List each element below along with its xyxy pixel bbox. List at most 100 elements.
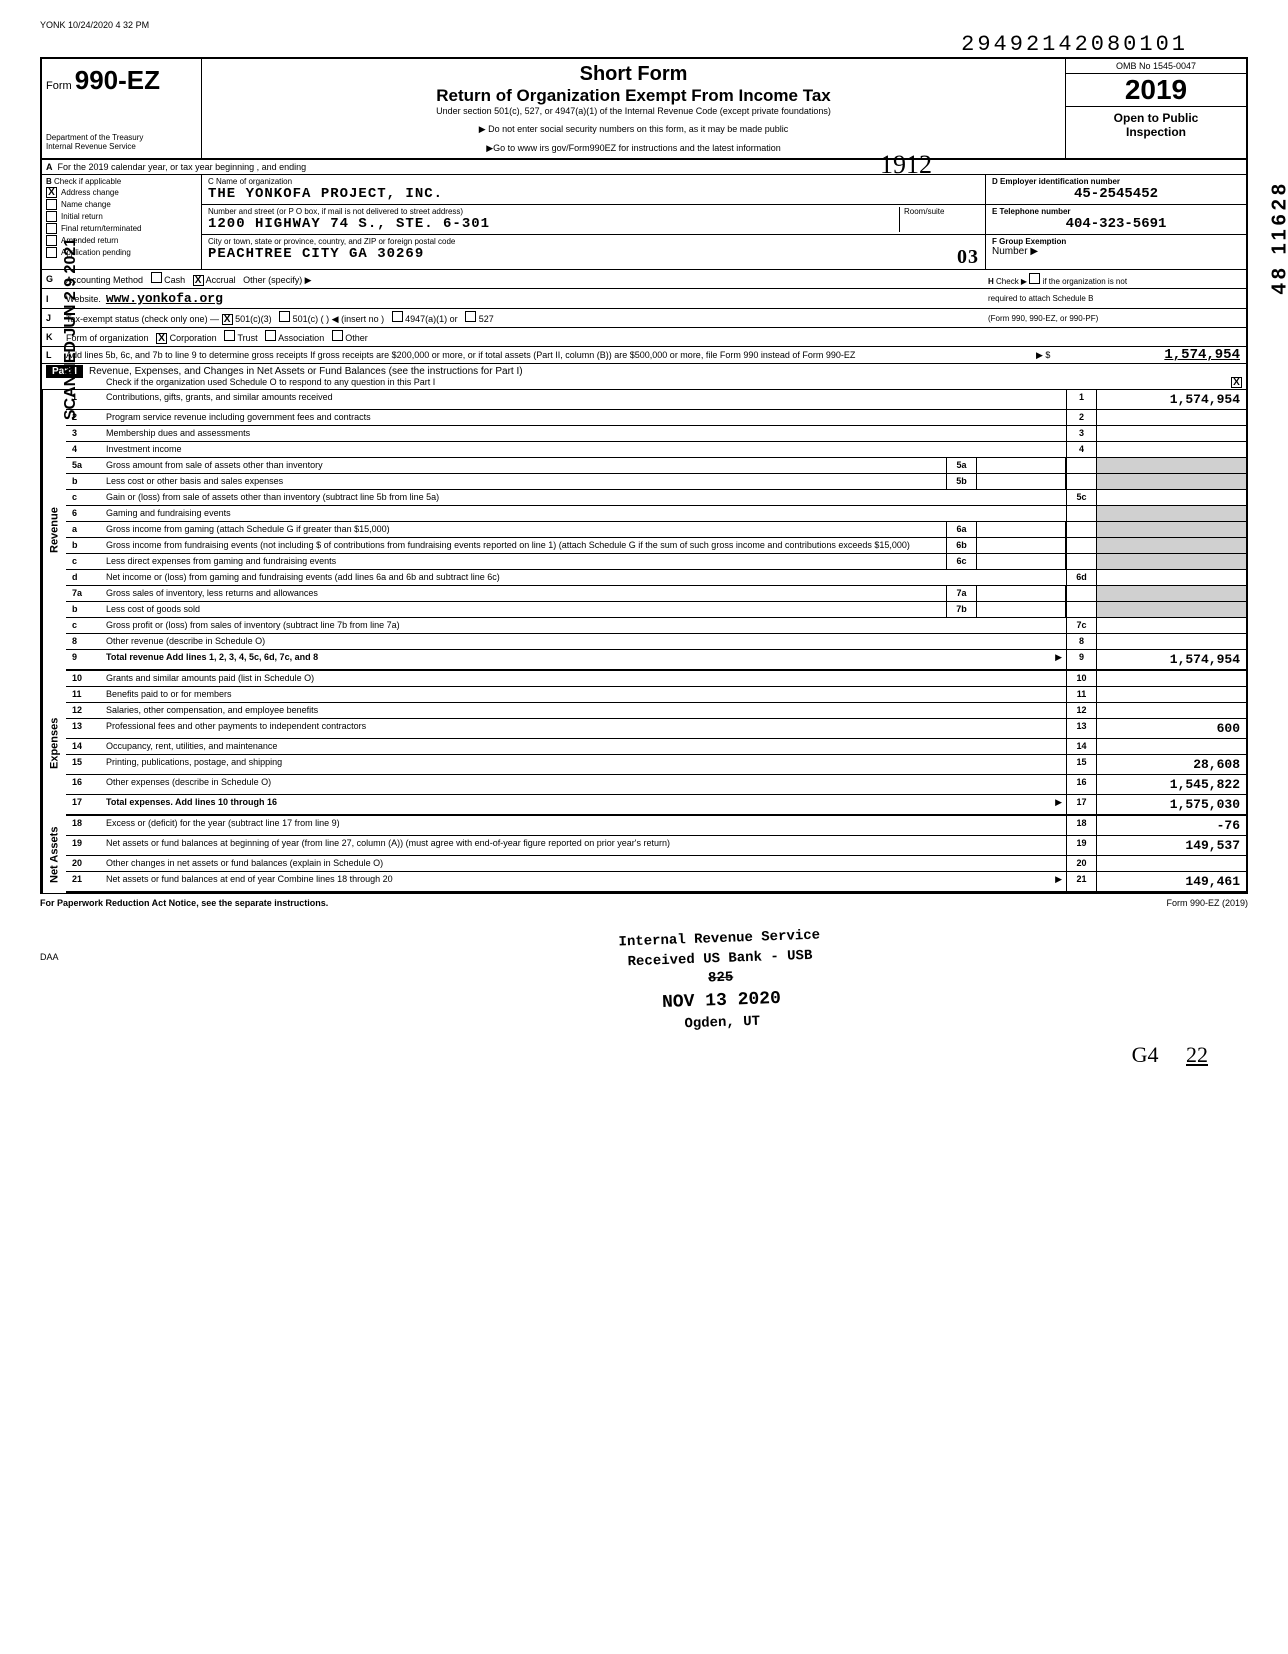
group-number: Number ▶ (992, 246, 1240, 257)
checkbox-trust[interactable] (224, 330, 235, 341)
dln: 29492142080101 (40, 32, 1248, 57)
footer: For Paperwork Reduction Act Notice, see … (40, 893, 1248, 912)
part-i-sub: Check if the organization used Schedule … (106, 377, 435, 387)
checkbox-final-return[interactable] (46, 223, 57, 234)
handwritten-03: 03 (957, 246, 979, 269)
line-3-val (1096, 426, 1246, 441)
part-i-table: Revenue 1Contributions, gifts, grants, a… (40, 390, 1248, 893)
line-7b-desc: Less cost of goods sold (102, 602, 946, 617)
handwritten-page: 22 (1186, 1042, 1208, 1067)
line-2-desc: Program service revenue including govern… (102, 410, 1066, 425)
label-501c3: 501(c)(3) (235, 314, 272, 324)
label-assoc: Association (278, 333, 324, 343)
dept-treasury: Department of the Treasury (46, 133, 197, 143)
line-9-desc: Total revenue Add lines 1, 2, 3, 4, 5c, … (106, 652, 318, 662)
line-18-val: -76 (1096, 816, 1246, 835)
section-revenue: Revenue (42, 390, 66, 671)
part-i-title: Revenue, Expenses, and Changes in Net As… (89, 366, 523, 377)
line-18-desc: Excess or (deficit) for the year (subtra… (102, 816, 1066, 835)
label-initial-return: Initial return (61, 212, 103, 221)
room-label: Room/suite (904, 207, 979, 216)
line-3-desc: Membership dues and assessments (102, 426, 1066, 441)
name-label: C Name of organization (208, 177, 979, 186)
line-13-desc: Professional fees and other payments to … (102, 719, 1066, 738)
line-19-val: 149,537 (1096, 836, 1246, 855)
line-6b-desc: Gross income from fundraising events (no… (102, 538, 946, 553)
checkbox-schedule-o[interactable]: X (1231, 377, 1242, 388)
checkbox-accrual[interactable]: X (193, 275, 204, 286)
label-4947: 4947(a)(1) or (405, 314, 458, 324)
checkbox-527[interactable] (465, 311, 476, 322)
line-5b-desc: Less cost or other basis and sales expen… (102, 474, 946, 489)
row-l-text: Add lines 5b, 6c, and 7b to line 9 to de… (62, 348, 1036, 362)
line-14-desc: Occupancy, rent, utilities, and maintena… (102, 739, 1066, 754)
scanned-stamp: SCANNED JUN 2 9 2021 (10, 280, 132, 378)
checkbox-address-change[interactable]: X (46, 187, 57, 198)
line-21-desc: Net assets or fund balances at end of ye… (106, 874, 393, 884)
line-15-desc: Printing, publications, postage, and shi… (102, 755, 1066, 774)
checkbox-other-org[interactable] (332, 330, 343, 341)
label-other-org: Other (345, 333, 368, 343)
line-12-desc: Salaries, other compensation, and employ… (102, 703, 1066, 718)
checkbox-initial-return[interactable] (46, 211, 57, 222)
row-k: K Form of organization X Corporation Tru… (40, 328, 1248, 347)
line-12-val (1096, 703, 1246, 718)
paperwork-notice: For Paperwork Reduction Act Notice, see … (40, 898, 328, 908)
city-label: City or town, state or province, country… (208, 237, 979, 246)
row-l: L Add lines 5b, 6c, and 7b to line 9 to … (40, 347, 1248, 364)
label-address-change: Address change (61, 188, 119, 197)
line-a: A For the 2019 calendar year, or tax yea… (40, 160, 1248, 175)
line-6d-desc: Net income or (loss) from gaming and fun… (102, 570, 1066, 585)
gross-receipts: 1,574,954 (1066, 347, 1246, 363)
line-20-desc: Other changes in net assets or fund bala… (102, 856, 1066, 871)
checkbox-pending[interactable] (46, 247, 57, 258)
line-5c-val (1096, 490, 1246, 505)
checkbox-amended[interactable] (46, 235, 57, 246)
line-13-val: 600 (1096, 719, 1246, 738)
handwritten-1912: 1912 (880, 150, 932, 180)
line-20-val (1096, 856, 1246, 871)
line-11-val (1096, 687, 1246, 702)
street: 1200 HIGHWAY 74 S., STE. 6-301 (208, 216, 899, 232)
title-return: Return of Organization Exempt From Incom… (210, 86, 1057, 106)
line-11-desc: Benefits paid to or for members (102, 687, 1066, 702)
handwritten-g4: G4 (1132, 1042, 1159, 1067)
checkbox-501c3[interactable]: X (222, 314, 233, 325)
line-6d-val (1096, 570, 1246, 585)
line-8-val (1096, 634, 1246, 649)
label-cash: Cash (164, 275, 185, 285)
street-label: Number and street (or P O box, if mail i… (208, 207, 899, 216)
checkbox-501c[interactable] (279, 311, 290, 322)
form-id-footer: Form 990-EZ (2019) (1166, 898, 1248, 908)
ein-label: D Employer identification number (992, 177, 1240, 186)
warn-ssn: ▶ Do not enter social security numbers o… (210, 124, 1057, 135)
label-name-change: Name change (61, 200, 111, 209)
org-name: THE YONKOFA PROJECT, INC. (208, 186, 979, 202)
label-trust: Trust (237, 333, 257, 343)
checkbox-schedule-b[interactable] (1029, 273, 1040, 284)
line-10-desc: Grants and similar amounts paid (list in… (102, 671, 1066, 686)
line-17-val: 1,575,030 (1096, 795, 1246, 814)
line-10-val (1096, 671, 1246, 686)
group-label: F Group Exemption (992, 237, 1240, 246)
side-code: 48 11628 (1268, 180, 1288, 294)
checkbox-corp[interactable]: X (156, 333, 167, 344)
row-h-text3: (Form 990, 990-EZ, or 990-PF) (986, 312, 1246, 325)
title-short-form: Short Form (210, 63, 1057, 86)
section-net-assets: Net Assets (42, 816, 66, 893)
row-j: J Tax-exempt status (check only one) — X… (40, 309, 1248, 328)
label-accrual: Accrual (206, 275, 236, 285)
identity-block: B Check if applicable XAddress change Na… (40, 175, 1248, 270)
line-2-val (1096, 410, 1246, 425)
checkbox-cash[interactable] (151, 272, 162, 283)
irs-received-stamp: Internal Revenue Service Received US Ban… (618, 927, 823, 1038)
checkbox-name-change[interactable] (46, 199, 57, 210)
checkbox-assoc[interactable] (265, 330, 276, 341)
line-1-desc: Contributions, gifts, grants, and simila… (102, 390, 1066, 409)
label-527: 527 (479, 314, 494, 324)
line-8-desc: Other revenue (describe in Schedule O) (102, 634, 1066, 649)
row-g-h: G Accounting Method Cash X Accrual Other… (40, 270, 1248, 289)
line-17-desc: Total expenses. Add lines 10 through 16 (106, 797, 277, 807)
checkbox-4947[interactable] (392, 311, 403, 322)
line-5c-desc: Gain or (loss) from sale of assets other… (102, 490, 1066, 505)
